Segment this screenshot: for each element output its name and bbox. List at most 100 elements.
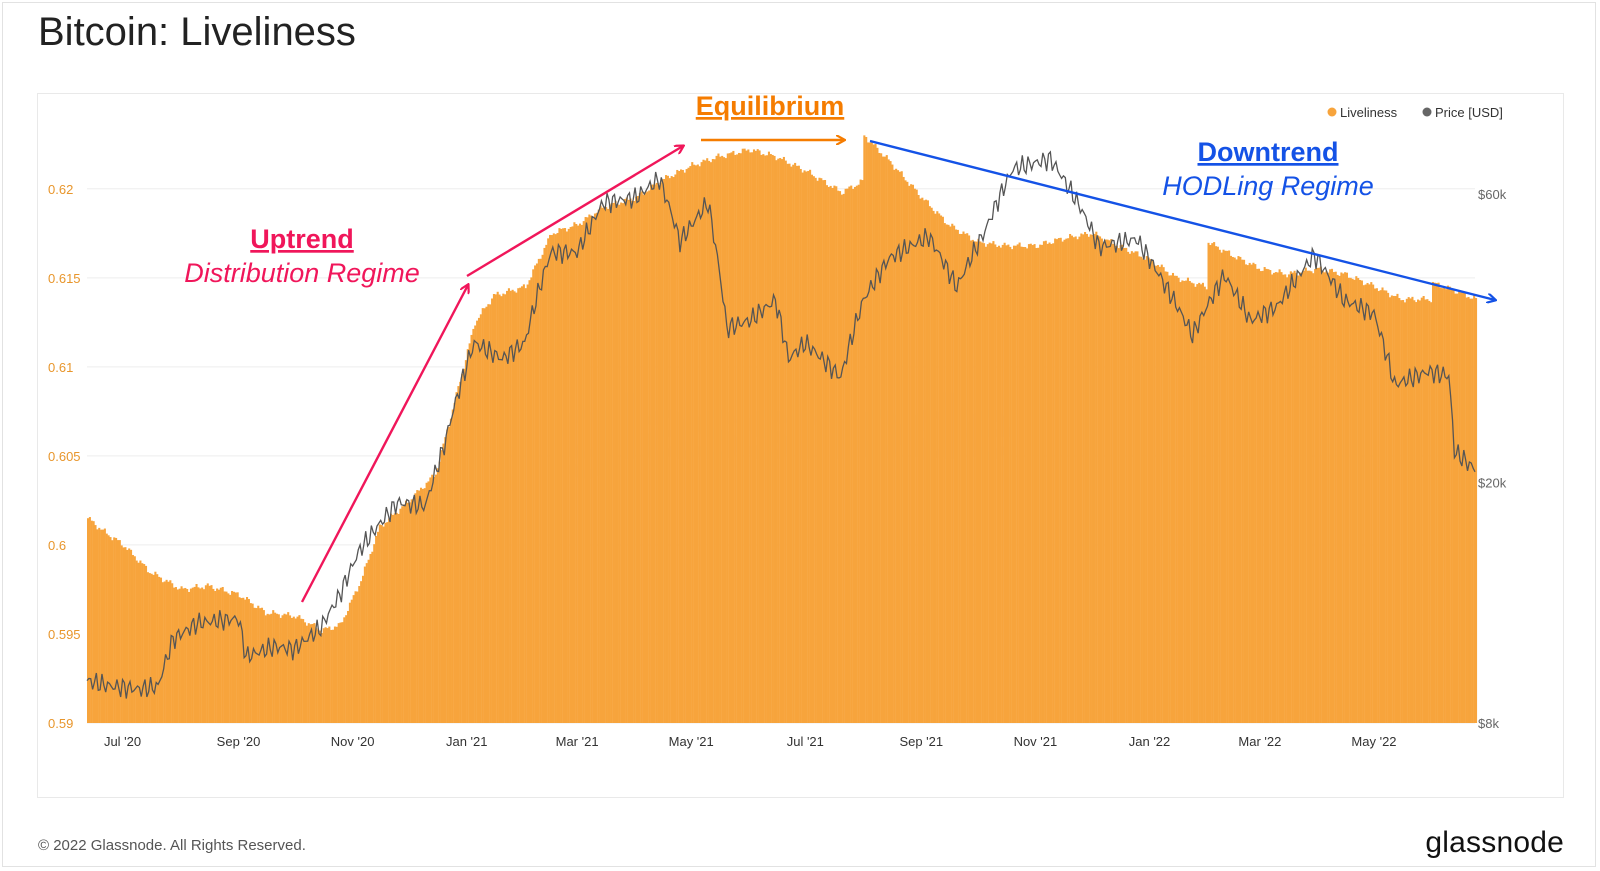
- liveliness-bar: [638, 193, 641, 723]
- liveliness-bar: [1147, 257, 1150, 723]
- liveliness-bar: [623, 198, 626, 724]
- liveliness-bar: [915, 189, 918, 724]
- liveliness-bar: [174, 587, 177, 723]
- liveliness-bar: [775, 160, 778, 723]
- liveliness-bar: [479, 314, 482, 723]
- liveliness-bar: [1177, 277, 1180, 723]
- liveliness-bar: [543, 247, 546, 723]
- liveliness-bar: [552, 233, 555, 723]
- liveliness-bar: [610, 203, 613, 723]
- liveliness-bar: [838, 191, 842, 724]
- liveliness-bar: [919, 198, 922, 724]
- right-axis-tick: $20k: [1478, 475, 1507, 490]
- liveliness-bar: [597, 209, 600, 723]
- liveliness-bar: [644, 192, 647, 723]
- liveliness-bar: [421, 488, 424, 723]
- liveliness-bar: [824, 179, 827, 723]
- liveliness-bar: [1179, 282, 1182, 723]
- liveliness-bar: [307, 623, 310, 723]
- liveliness-bar: [595, 212, 598, 723]
- liveliness-bar: [324, 627, 327, 723]
- liveliness-bar: [550, 235, 553, 723]
- liveliness-bar: [332, 629, 335, 723]
- liveliness-bar: [231, 590, 234, 723]
- annotation-downtrend: Downtrend HODLing Regime: [869, 137, 1495, 300]
- liveliness-bar: [846, 188, 849, 723]
- liveliness-bar: [1074, 236, 1077, 723]
- liveliness-bar: [416, 490, 419, 723]
- liveliness-bar: [715, 155, 718, 723]
- liveliness-bar: [859, 179, 862, 723]
- liveliness-bar: [274, 612, 277, 723]
- liveliness-bar: [431, 474, 434, 723]
- liveliness-bar: [1024, 247, 1027, 723]
- liveliness-bar: [509, 290, 512, 723]
- liveliness-bar: [1095, 231, 1098, 723]
- liveliness-bar: [412, 498, 415, 723]
- liveliness-bar: [653, 184, 656, 724]
- liveliness-bar: [698, 166, 701, 723]
- liveliness-bar: [401, 506, 404, 723]
- liveliness-bar: [1067, 238, 1070, 723]
- liveliness-bar: [418, 490, 421, 723]
- liveliness-bar: [229, 594, 232, 723]
- x-axis-tick: Jul '20: [104, 734, 141, 749]
- liveliness-bar: [1099, 236, 1102, 723]
- liveliness-bar: [320, 633, 323, 723]
- liveliness-bar: [1387, 292, 1390, 723]
- liveliness-bar: [384, 522, 387, 723]
- liveliness-bar: [154, 571, 157, 723]
- liveliness-bar: [135, 560, 138, 723]
- liveliness-bar: [1091, 234, 1094, 723]
- liveliness-bar: [612, 202, 615, 723]
- liveliness-bar: [120, 545, 123, 723]
- liveliness-bar: [1237, 256, 1240, 723]
- liveliness-bar: [1402, 300, 1405, 723]
- liveliness-bar: [1347, 277, 1350, 723]
- liveliness-bar: [831, 187, 834, 723]
- liveliness-bar: [1216, 246, 1219, 723]
- liveliness-bar: [464, 360, 467, 723]
- liveliness-bar: [837, 190, 840, 723]
- liveliness-bar: [1233, 257, 1236, 723]
- liveliness-bar: [984, 246, 987, 724]
- liveliness-bar: [603, 206, 606, 723]
- liveliness-bar: [605, 207, 608, 723]
- chart-panel: glassnode 0.590.5950.60.6050.610.6150.62…: [37, 93, 1564, 798]
- liveliness-bar: [618, 204, 621, 723]
- liveliness-bar: [148, 573, 151, 723]
- liveliness-bar: [315, 628, 318, 723]
- liveliness-bar: [1390, 295, 1393, 723]
- liveliness-bar: [893, 169, 896, 723]
- liveliness-bar: [210, 585, 213, 723]
- liveliness-bar: [853, 186, 857, 724]
- liveliness-bar: [1020, 246, 1023, 724]
- liveliness-bar: [1340, 272, 1343, 723]
- liveliness-bar: [704, 160, 707, 723]
- liveliness-bar: [507, 288, 510, 723]
- liveliness-bar: [906, 181, 909, 723]
- liveliness-bar: [1284, 274, 1287, 723]
- liveliness-bar: [977, 238, 980, 723]
- liveliness-bar: [88, 517, 91, 723]
- liveliness-bar: [762, 154, 765, 724]
- liveliness-bar: [1316, 267, 1319, 723]
- liveliness-bar: [758, 150, 761, 723]
- liveliness-bar: [326, 628, 329, 723]
- liveliness-bar: [1018, 242, 1021, 723]
- liveliness-bar: [1162, 267, 1165, 723]
- liveliness-bar: [176, 589, 179, 723]
- liveliness-bar: [1113, 245, 1117, 723]
- liveliness-bar: [868, 142, 871, 723]
- liveliness-bar: [1417, 299, 1420, 723]
- liveliness-bar: [442, 443, 445, 723]
- liveliness-bar: [466, 349, 469, 723]
- liveliness-bar: [1166, 271, 1169, 723]
- liveliness-bar: [94, 525, 97, 723]
- legend: Liveliness Price [USD]: [1327, 105, 1503, 120]
- liveliness-bar: [1353, 279, 1356, 723]
- liveliness-bar: [476, 320, 479, 723]
- liveliness-bar: [537, 258, 540, 723]
- liveliness-bar: [1329, 269, 1332, 723]
- liveliness-bar: [578, 223, 582, 724]
